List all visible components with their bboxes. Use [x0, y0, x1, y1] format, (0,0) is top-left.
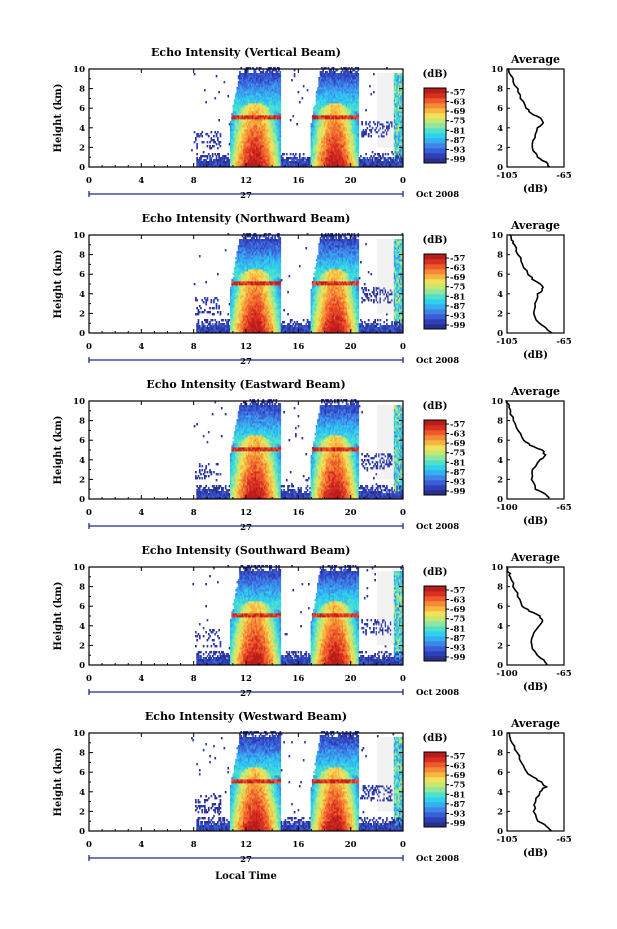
panel-1: Echo Intensity (Vertical Beam)0246810Hei… — [53, 46, 572, 201]
echo-cell — [214, 97, 216, 99]
echo-intensity-figure: Echo Intensity (Vertical Beam)0246810Hei… — [0, 0, 617, 929]
echo-cell — [201, 135, 203, 137]
echo-cell — [204, 89, 206, 91]
echo-cell — [290, 153, 292, 155]
echo-cell — [303, 153, 305, 155]
echo-cell — [203, 151, 205, 153]
echo-cell — [217, 137, 219, 139]
echo-cell — [303, 85, 305, 87]
echo-cell — [216, 143, 218, 145]
echo-cell — [302, 97, 304, 99]
echo-cell — [196, 153, 198, 155]
echo-cell — [218, 91, 220, 93]
echo-cell — [299, 101, 301, 103]
echo-cell — [207, 141, 209, 143]
echo-cell — [292, 115, 294, 117]
echo-cell — [194, 131, 196, 133]
echo-cell — [218, 119, 220, 121]
echo-cell — [211, 131, 213, 133]
echo-image — [191, 67, 403, 167]
echo-cell — [194, 73, 196, 75]
panel-title: Echo Intensity (Vertical Beam) — [151, 46, 341, 59]
echo-cell — [295, 153, 297, 155]
echo-cell — [279, 71, 281, 73]
echo-cell — [213, 135, 215, 137]
echo-cell — [227, 153, 229, 155]
echo-cell — [217, 147, 219, 149]
echo-cell — [218, 153, 220, 155]
echo-cell — [220, 133, 222, 135]
echo-cell — [283, 153, 285, 155]
echo-cell — [296, 123, 298, 125]
echo-cell — [220, 141, 222, 143]
echo-cell — [294, 73, 296, 75]
echo-cell — [205, 101, 207, 103]
echo-cell — [286, 153, 288, 155]
echo-cell — [208, 135, 210, 137]
echo-cell — [203, 141, 205, 143]
echo-cell — [298, 91, 300, 93]
echo-cell — [299, 153, 301, 155]
echo-cell — [224, 81, 226, 83]
echo-cell — [212, 153, 214, 155]
echo-cell — [291, 79, 293, 81]
echo-cell — [227, 95, 229, 97]
echo-cell — [196, 143, 198, 145]
echo-cell — [290, 119, 292, 121]
echo-cell — [207, 145, 209, 147]
echo-cell — [191, 149, 193, 151]
echo-cell — [217, 131, 219, 133]
echo-cell — [213, 145, 215, 147]
echo-cell — [216, 75, 218, 77]
echo-cell — [220, 145, 222, 147]
echo-cell — [307, 89, 309, 91]
echo-cell — [201, 131, 203, 133]
